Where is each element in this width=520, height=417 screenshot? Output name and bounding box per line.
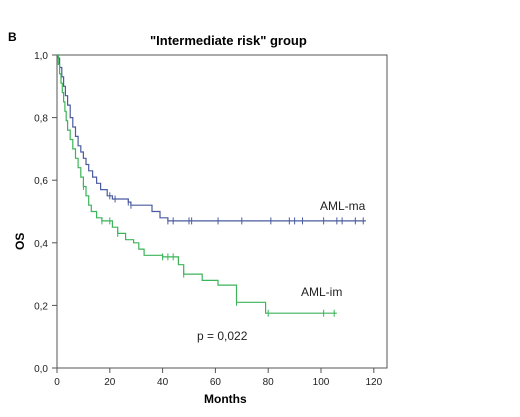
x-tick-label: 60 — [210, 377, 222, 388]
x-tick-label: 100 — [313, 377, 330, 388]
x-tick-label: 0 — [54, 377, 60, 388]
labels-layer: 0,0 0,2 0,4 0,6 0,8 1,0 0 20 40 60 80 100 120 AML-ma A… — [34, 51, 382, 388]
p-value-annotation: p = 0,022 — [197, 329, 248, 343]
y-tick-label: 0,6 — [34, 176, 48, 187]
series-label-aml-ma: AML-ma — [320, 199, 366, 213]
x-tick-label: 20 — [104, 377, 116, 388]
y-tick-label: 0,4 — [34, 239, 48, 250]
series-layer — [57, 55, 366, 317]
axes — [52, 55, 387, 373]
series-label-aml-im: AML-im — [301, 285, 342, 299]
x-tick-label: 120 — [365, 377, 382, 388]
y-tick-label: 0,0 — [34, 364, 48, 375]
x-tick-label: 80 — [263, 377, 275, 388]
y-tick-label: 1,0 — [34, 51, 48, 62]
x-tick-label: 40 — [157, 377, 169, 388]
y-tick-label: 0,2 — [34, 301, 48, 312]
y-tick-label: 0,8 — [34, 114, 48, 125]
series-line-aml-ma — [57, 55, 366, 221]
series-line-aml-im — [57, 55, 337, 313]
